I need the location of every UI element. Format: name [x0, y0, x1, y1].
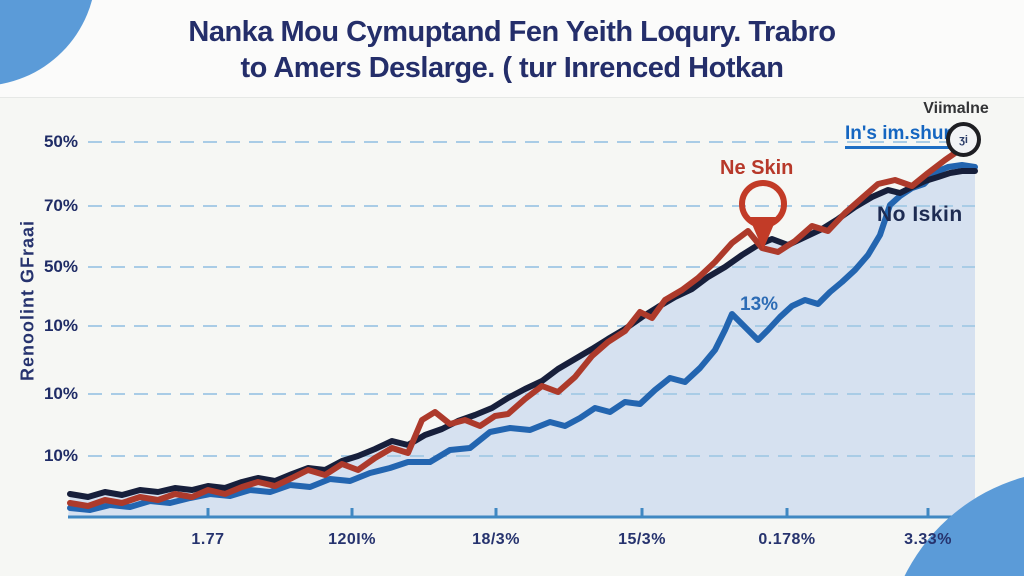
- chart-title-line-2: to Amers Deslarge. ( tur Inrenced Hotkan: [240, 52, 784, 84]
- y-tick-label-4: 10%: [43, 384, 78, 403]
- x-tick-label-3: 15/3%: [618, 531, 666, 548]
- chart-title-line-1: Nanka Mou Cymuptand Fen Yeith Loqury. Tr…: [188, 16, 836, 48]
- area-fill: [68, 171, 975, 518]
- x-tick-label-5: 3.33%: [904, 531, 952, 548]
- series-label-no-iskin: No Iskin: [877, 203, 963, 226]
- legend-label-ins-imshun: In's im.shun: [845, 123, 956, 149]
- series-label-ne-skin: Ne Skin: [720, 157, 794, 179]
- y-tick-label-2: 50%: [43, 257, 78, 276]
- location-pin-point: [749, 217, 777, 250]
- y-axis-title: Renoolint GFraai: [17, 220, 38, 382]
- y-tick-label-1: 70%: [43, 196, 78, 215]
- data-point-label-13pct: 13%: [740, 294, 779, 315]
- circled-badge-glyph: ʒi: [959, 133, 968, 146]
- x-tick-label-4: 0.178%: [758, 531, 816, 548]
- series-line-in-s-im-shun: [67, 162, 978, 513]
- title-banner: Nanka Mou Cymuptand Fen Yeith Loqury. Tr…: [0, 0, 1024, 98]
- legend-label-viimalne: Viimalne: [923, 100, 989, 117]
- y-tick-label-5: 10%: [43, 446, 78, 465]
- y-tick-label-0: 50%: [43, 132, 78, 151]
- circled-badge-icon: ʒi: [946, 122, 981, 157]
- x-tick-label-1: 120I%: [328, 531, 376, 548]
- x-tick-label-0: 1.77: [191, 531, 225, 548]
- x-tick-label-2: 18/3%: [472, 531, 520, 548]
- y-tick-label-3: 10%: [43, 316, 78, 335]
- series-line-ne-skin: [67, 143, 978, 509]
